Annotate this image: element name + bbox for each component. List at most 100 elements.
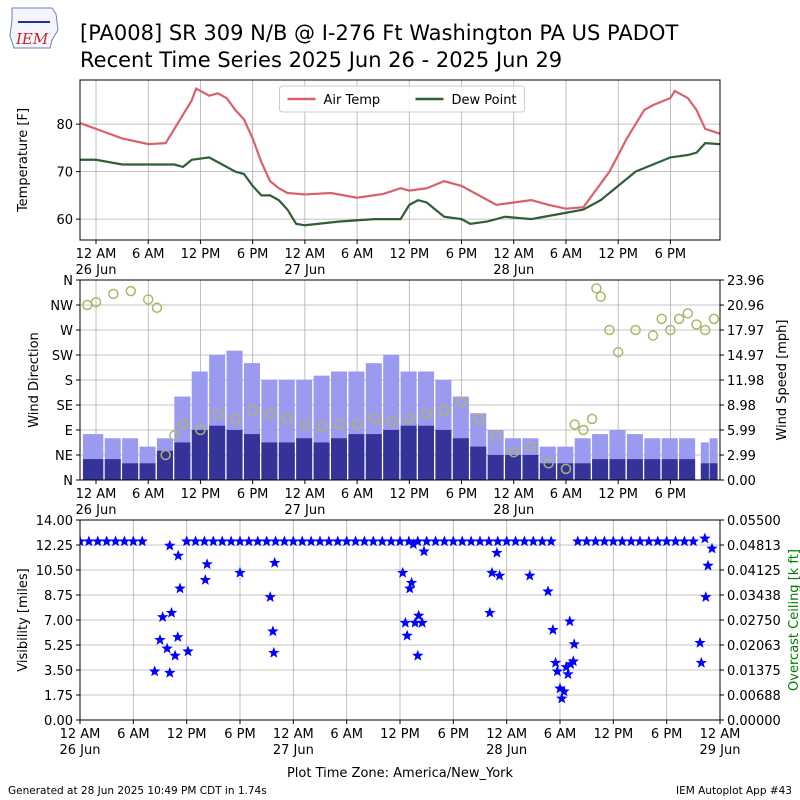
star-marker <box>509 535 522 547</box>
y2-tick-label: 0.00 <box>727 474 756 489</box>
x-tick-label: 12 AM <box>76 247 117 262</box>
circle-marker <box>682 308 694 319</box>
x-tick-label: 12 PM <box>598 247 638 262</box>
x-tick-label: 12 PM <box>181 247 221 262</box>
panel: 12 AM 6 AM 12 PM 6 PM 12 AM 6 AM 12 PM 6 PM 12 A… <box>16 514 800 781</box>
star-marker <box>699 532 711 544</box>
bar <box>174 442 191 480</box>
x-tick-date: 28 Jun <box>486 743 527 758</box>
star-marker <box>376 535 388 547</box>
y2-tick-label: 0.00688 <box>727 689 781 704</box>
x-tick-label: 12 PM <box>598 487 638 502</box>
x-axis-label: Plot Time Zone: America/New_York <box>287 766 514 781</box>
star-marker <box>198 535 211 547</box>
y2-tick-label: 8.98 <box>727 399 756 414</box>
star-marker <box>182 645 194 657</box>
bar <box>383 429 400 480</box>
star-marker <box>164 539 176 551</box>
star-marker <box>287 535 300 547</box>
star-marker <box>607 535 620 547</box>
star-marker <box>243 535 255 547</box>
x-tick-label: 12 AM <box>493 247 534 262</box>
star-marker <box>199 574 212 585</box>
bar <box>261 442 278 480</box>
bar <box>243 434 260 480</box>
bar <box>82 434 91 480</box>
star-marker <box>403 535 415 547</box>
y-tick-label: 80 <box>56 118 73 133</box>
star-marker <box>401 629 413 641</box>
star-marker <box>92 535 104 547</box>
star-marker <box>161 642 173 654</box>
circle-marker <box>195 424 206 436</box>
bar <box>470 446 487 480</box>
bar <box>330 438 348 480</box>
circle-marker <box>125 285 137 297</box>
y2-tick-label: 20.96 <box>727 299 764 314</box>
x-tick-label: 6 PM <box>438 727 469 742</box>
x-tick-label: 12 AM <box>284 487 325 502</box>
star-marker <box>700 591 712 602</box>
star-marker <box>483 535 495 547</box>
circle-marker <box>560 463 572 475</box>
star-marker <box>580 535 593 547</box>
y-tick-label: 60 <box>56 213 73 228</box>
circle-marker <box>604 324 615 336</box>
y-tick-label: N <box>63 274 73 289</box>
star-marker <box>416 616 428 628</box>
circle-marker <box>386 416 398 427</box>
circle-marker <box>317 421 328 433</box>
star-marker <box>542 585 554 597</box>
circle-marker <box>591 283 602 294</box>
bar <box>365 434 382 480</box>
star-marker <box>396 566 409 578</box>
star-marker <box>694 636 706 648</box>
star-marker <box>560 661 572 672</box>
x-tick-label: 6 AM <box>132 487 165 502</box>
series-group <box>80 532 718 704</box>
series-group <box>82 283 720 480</box>
star-marker <box>669 535 682 547</box>
star-marker <box>545 535 557 547</box>
panel: 12 AM 6 AM 12 PM 6 PM 12 AM 6 AM 12 PM 6 PM 12 A… <box>16 79 721 278</box>
x-tick-label: 6 PM <box>655 487 686 502</box>
star-marker <box>118 535 131 547</box>
star-marker <box>412 649 424 661</box>
circle-marker <box>421 408 432 419</box>
bar <box>709 463 718 480</box>
circle-marker <box>691 319 702 330</box>
star-marker <box>148 665 161 677</box>
star-marker <box>201 558 213 570</box>
star-marker <box>169 649 181 661</box>
y2-tick-label: 0.02063 <box>727 639 781 654</box>
star-marker <box>616 535 628 547</box>
x-tick-label: 12 AM <box>76 487 117 502</box>
star-marker <box>267 625 279 637</box>
star-marker <box>314 535 326 547</box>
footer-right: IEM Autoplot App #43 <box>676 785 792 797</box>
star-marker <box>323 535 335 547</box>
legend-label: Dew Point <box>452 93 517 108</box>
star-marker <box>207 535 220 547</box>
bar <box>700 442 709 480</box>
bar <box>679 459 696 480</box>
star-marker <box>264 591 276 602</box>
bar <box>644 459 661 480</box>
y2-tick-label: 0.01375 <box>727 664 781 679</box>
star-marker <box>268 646 280 658</box>
y-tick-label: 3.50 <box>44 664 73 679</box>
bar <box>209 425 226 480</box>
star-marker <box>549 656 562 668</box>
star-marker <box>407 538 420 550</box>
star-marker <box>567 655 580 667</box>
y-tick-label: E <box>65 424 73 439</box>
circle-marker <box>334 419 345 430</box>
circle-marker <box>708 313 720 325</box>
star-marker <box>634 535 646 547</box>
star-marker <box>156 611 169 622</box>
x-tick-date: 28 Jun <box>493 503 534 518</box>
star-marker <box>83 535 95 547</box>
star-marker <box>518 535 531 547</box>
x-tick-label: 6 PM <box>651 727 682 742</box>
star-marker <box>429 535 442 547</box>
